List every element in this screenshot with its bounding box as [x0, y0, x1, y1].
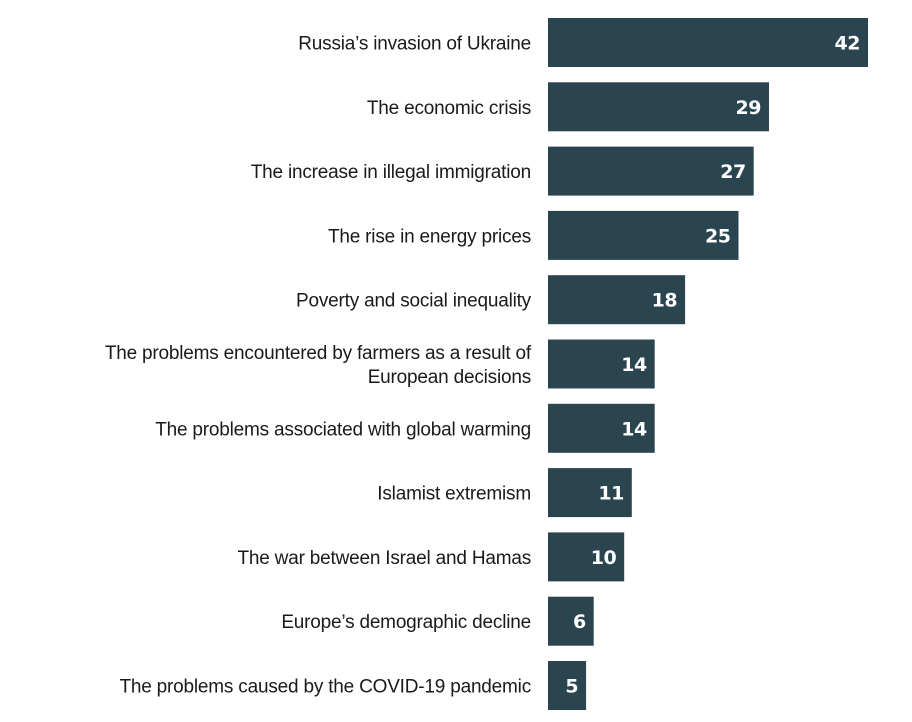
data-label: 25 — [705, 225, 730, 247]
category-label: The economic crisis — [367, 98, 531, 119]
data-label: 29 — [736, 97, 761, 119]
category-label: Russia’s invasion of Ukraine — [298, 34, 531, 55]
data-label: 11 — [598, 483, 623, 505]
category-label: Islamist extremism — [377, 484, 531, 505]
bar — [548, 532, 625, 582]
data-label: 5 — [565, 676, 578, 698]
data-label: 42 — [835, 33, 860, 55]
data-label: 6 — [573, 611, 586, 633]
category-label: European decisions — [368, 367, 531, 388]
bar — [548, 403, 655, 453]
bar — [548, 661, 587, 710]
bar — [548, 339, 655, 389]
data-label: 14 — [621, 418, 647, 440]
bar — [548, 596, 594, 646]
category-label: The problems associated with global warm… — [155, 419, 531, 440]
data-label: 18 — [652, 290, 678, 312]
bar — [548, 82, 769, 132]
bar — [548, 18, 868, 67]
bar — [548, 146, 754, 196]
category-label: The problems caused by the COVID-19 pand… — [119, 677, 531, 698]
category-label: The problems encountered by farmers as a… — [105, 343, 532, 364]
bar — [548, 210, 739, 260]
data-label: 10 — [591, 547, 617, 569]
bar — [548, 468, 632, 518]
category-label: Europe’s demographic decline — [281, 612, 531, 633]
category-label: The war between Israel and Hamas — [237, 548, 531, 569]
category-label: The rise in energy prices — [328, 226, 531, 247]
category-label: Poverty and social inequality — [296, 291, 532, 312]
bar — [548, 275, 686, 325]
data-label: 27 — [720, 161, 745, 183]
data-label: 14 — [621, 354, 647, 376]
category-label: The increase in illegal immigration — [251, 162, 531, 183]
